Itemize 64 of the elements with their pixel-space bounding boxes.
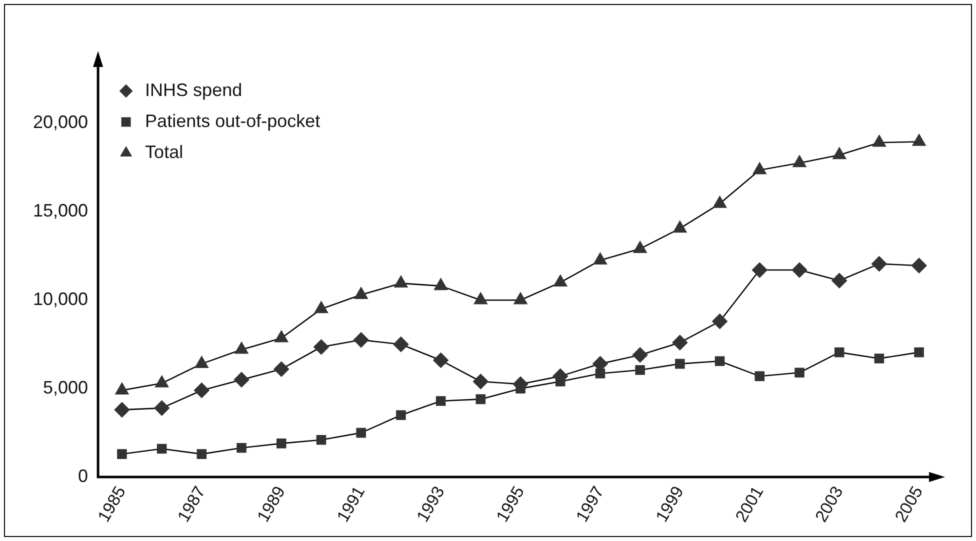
legend-label: Total [145, 142, 184, 162]
point [473, 374, 488, 390]
point [354, 287, 368, 299]
y-tick-label: 5,000 [43, 378, 88, 398]
point [316, 435, 326, 445]
point [832, 272, 847, 288]
point [274, 330, 288, 342]
point [433, 352, 448, 368]
point [274, 361, 290, 377]
point [194, 382, 210, 398]
point [794, 368, 804, 378]
point [872, 134, 886, 147]
point [672, 334, 688, 350]
point [872, 256, 887, 272]
point [675, 358, 685, 369]
point [474, 292, 488, 304]
point [234, 372, 250, 388]
point [912, 134, 926, 146]
point [436, 396, 446, 406]
point [834, 347, 844, 358]
point [514, 292, 528, 304]
y-tick-label: 15,000 [32, 200, 88, 221]
y-tick-label: 0 [78, 466, 88, 486]
point [434, 278, 448, 290]
point [754, 371, 765, 382]
point [595, 368, 606, 378]
point [156, 444, 167, 454]
point [713, 196, 726, 208]
point [236, 442, 246, 453]
point [874, 354, 884, 364]
point [394, 276, 408, 288]
point [914, 347, 924, 358]
point [632, 347, 648, 363]
point [476, 394, 486, 404]
point [276, 438, 286, 448]
point [752, 262, 768, 278]
point [752, 162, 766, 174]
point [673, 220, 687, 233]
point [154, 400, 170, 416]
point [594, 252, 607, 264]
point [832, 147, 846, 160]
point [356, 428, 366, 438]
point [353, 332, 369, 348]
legend-label: Patients out-of-pocket [145, 110, 320, 131]
point [396, 410, 406, 420]
point [792, 155, 806, 168]
point [194, 356, 208, 368]
legend-label: INHS spend [145, 80, 242, 100]
point [117, 449, 127, 459]
point [196, 449, 207, 459]
point [314, 301, 328, 314]
point [635, 365, 645, 375]
point [114, 402, 130, 418]
point [234, 342, 248, 354]
point [554, 274, 568, 287]
y-tick-label: 10,000 [32, 289, 88, 310]
point [393, 336, 409, 352]
point [911, 258, 927, 274]
point [314, 339, 329, 355]
point [633, 241, 647, 253]
y-tick-label: 20,000 [32, 112, 88, 132]
point [712, 314, 728, 329]
point [714, 356, 725, 366]
point [792, 262, 808, 278]
